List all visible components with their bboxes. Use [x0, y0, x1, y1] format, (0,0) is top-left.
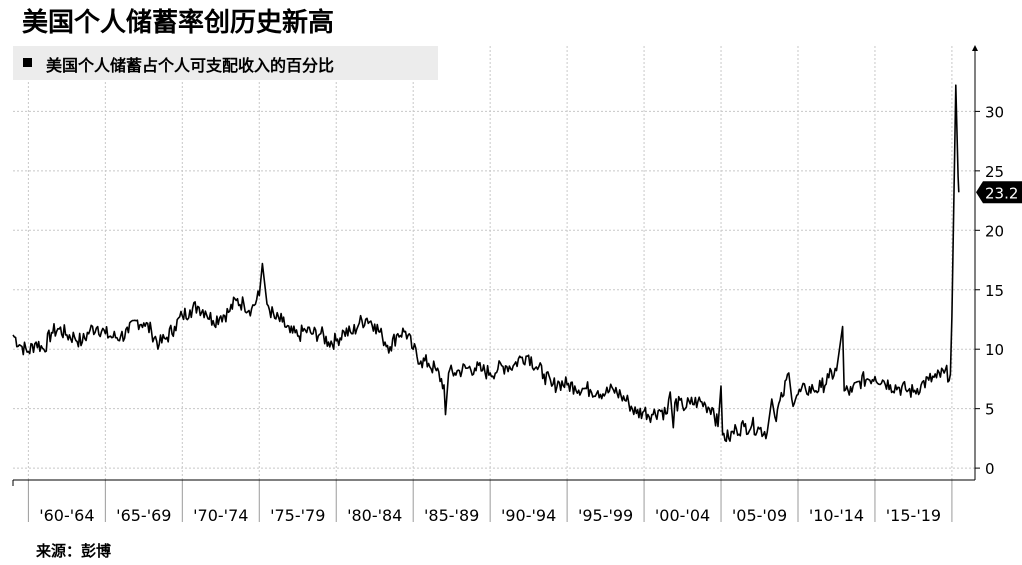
chart-title: 美国个人储蓄率创历史新高	[22, 8, 335, 38]
y-tick-label: 30	[985, 103, 1004, 121]
x-tick-label: '10-'14	[809, 506, 864, 525]
x-tick-label: '80-'84	[347, 506, 402, 525]
x-tick-label: '85-'89	[424, 506, 479, 525]
x-tick-label: '65-'69	[116, 506, 171, 525]
y-tick-label: 0	[985, 460, 995, 478]
x-tick-labels: '60-'64 '65-'69 '70-'74 '75-'79 '80-'84 '85-'…	[39, 506, 941, 525]
last-value-marker: 23.2	[976, 181, 1022, 204]
y-tick-label: 20	[985, 222, 1004, 240]
last-value-label: 23.2	[985, 184, 1018, 202]
legend-swatch	[23, 58, 32, 67]
chart-axes	[12, 45, 980, 522]
x-tick-label: '90-'94	[501, 506, 556, 525]
y-tick-label: 5	[985, 401, 995, 419]
series-line	[12, 84, 960, 443]
legend-label: 美国个人储蓄占个人可支配收入的百分比	[46, 56, 335, 75]
legend	[13, 46, 438, 80]
x-tick-label: '15-'19	[886, 506, 941, 525]
y-tick-label: 25	[985, 163, 1004, 181]
y-tick-labels: 0 5 10 15 20 25 30	[985, 103, 1004, 478]
series-layer	[12, 84, 960, 443]
last-value-tag	[976, 181, 1022, 204]
chart-grid	[13, 46, 975, 480]
x-tick-label: '75-'79	[270, 506, 325, 525]
y-axis-arrow	[972, 45, 978, 51]
x-tick-label: '60-'64	[39, 506, 94, 525]
source-note: 来源：彭博	[36, 542, 112, 560]
x-tick-label: '95-'99	[578, 506, 633, 525]
x-tick-label: '05-'09	[732, 506, 787, 525]
x-tick-label: '00-'04	[655, 506, 710, 525]
x-tick-label: '70-'74	[193, 506, 248, 525]
y-tick-label: 10	[985, 341, 1004, 359]
y-tick-label: 15	[985, 282, 1004, 300]
